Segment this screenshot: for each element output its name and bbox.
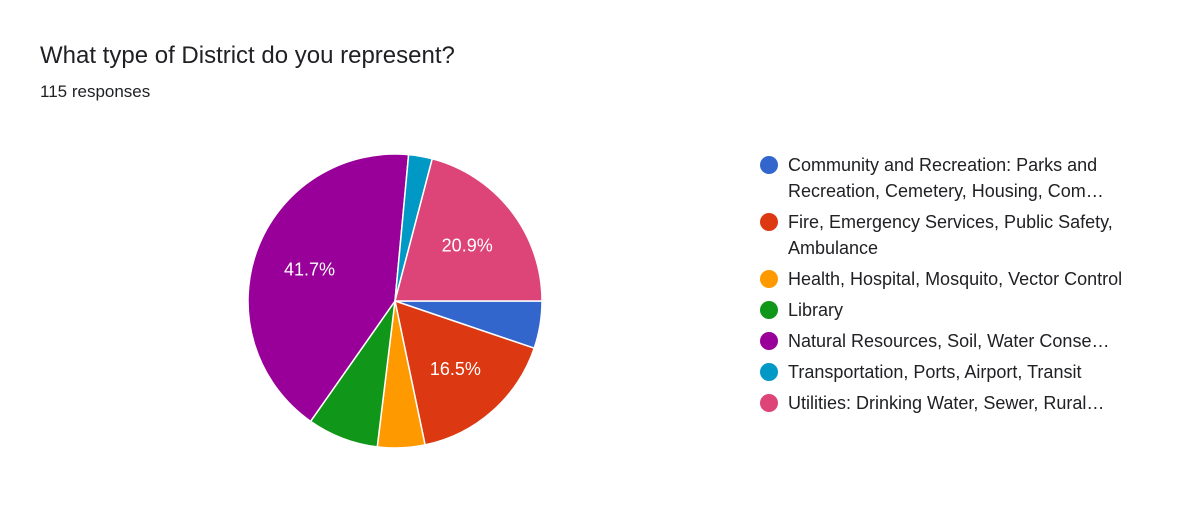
legend-item[interactable]: Library xyxy=(760,297,1180,323)
legend-item[interactable]: Natural Resources, Soil, Water Conse… xyxy=(760,328,1180,354)
legend-label: Community and Recreation: Parks and Recr… xyxy=(788,155,1104,201)
legend-label: Fire, Emergency Services, Public Safety,… xyxy=(788,212,1113,258)
pie-slice-label-4: 41.7% xyxy=(284,260,335,280)
legend-swatch-icon xyxy=(760,156,778,174)
pie-slice-label-1: 16.5% xyxy=(430,359,481,379)
legend-item[interactable]: Community and Recreation: Parks and Recr… xyxy=(760,152,1180,204)
pie-slice-label-6: 20.9% xyxy=(442,235,493,255)
pie-slice-1[interactable] xyxy=(393,299,536,446)
legend-label: Utilities: Drinking Water, Sewer, Rural… xyxy=(788,393,1105,413)
legend-item[interactable]: Fire, Emergency Services, Public Safety,… xyxy=(760,209,1180,261)
legend-swatch-icon xyxy=(760,213,778,231)
legend-label: Natural Resources, Soil, Water Conse… xyxy=(788,331,1110,351)
chart-legend: Community and Recreation: Parks and Recr… xyxy=(760,152,1180,421)
legend-swatch-icon xyxy=(760,270,778,288)
legend-item[interactable]: Utilities: Drinking Water, Sewer, Rural… xyxy=(760,390,1180,416)
pie-slice-6[interactable] xyxy=(394,157,543,302)
legend-label: Health, Hospital, Mosquito, Vector Contr… xyxy=(788,269,1123,289)
legend-swatch-icon xyxy=(760,301,778,319)
legend-swatch-icon xyxy=(760,363,778,381)
legend-item[interactable]: Transportation, Ports, Airport, Transit xyxy=(760,359,1180,385)
pie-slice-4[interactable] xyxy=(247,153,410,423)
question-title: What type of District do you represent? xyxy=(40,42,455,69)
legend-swatch-icon xyxy=(760,394,778,412)
response-count: 115 responses xyxy=(40,82,151,101)
legend-swatch-icon xyxy=(760,332,778,350)
legend-label: Library xyxy=(788,300,844,320)
legend-item[interactable]: Health, Hospital, Mosquito, Vector Contr… xyxy=(760,266,1180,292)
legend-label: Transportation, Ports, Airport, Transit xyxy=(788,362,1082,382)
